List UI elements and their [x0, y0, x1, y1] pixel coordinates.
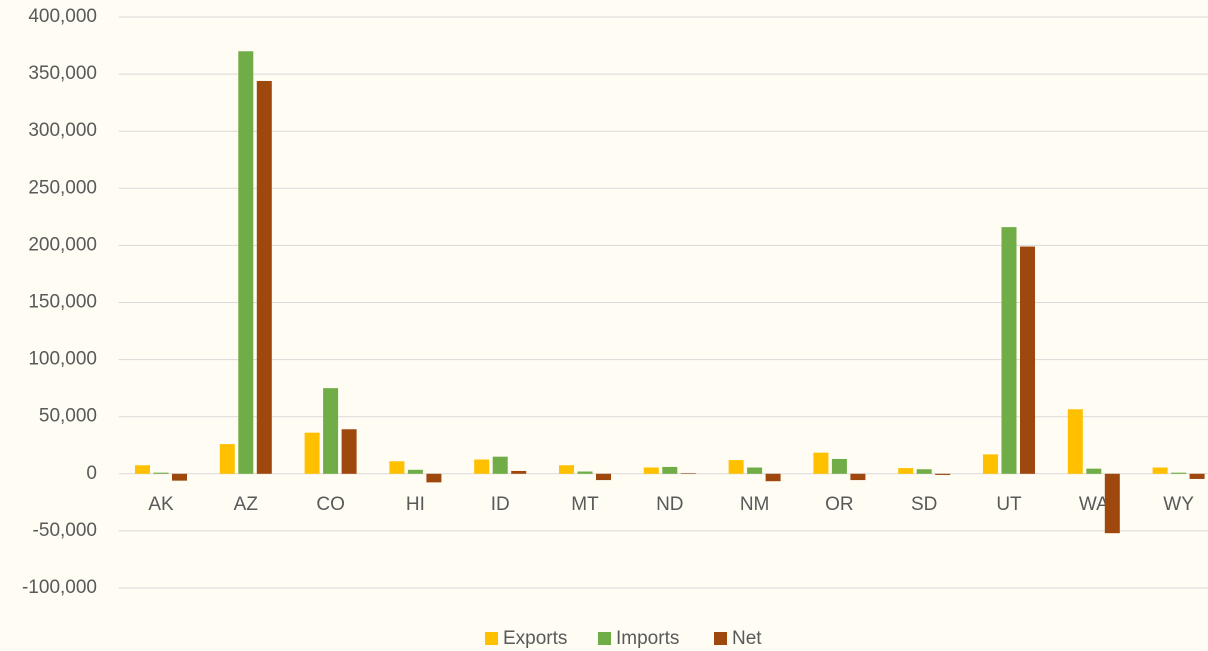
x-tick-label: OR: [825, 494, 854, 515]
bar: [559, 465, 574, 474]
x-tick-label: SD: [911, 494, 937, 515]
bar: [765, 473, 781, 482]
bar: [747, 467, 763, 474]
bar: [323, 388, 339, 474]
bar: [643, 467, 659, 474]
bar: [831, 458, 847, 474]
y-tick-label: 100,000: [28, 349, 97, 370]
bar: [492, 456, 508, 474]
bar: [983, 454, 998, 474]
y-tick-label: 250,000: [28, 177, 97, 198]
bar: [1189, 473, 1205, 479]
y-tick-label: 400,000: [28, 6, 97, 27]
x-tick-label: ID: [491, 494, 510, 515]
bar: [389, 461, 405, 474]
bar: [680, 473, 696, 474]
legend-swatch: [714, 632, 727, 645]
bar: [219, 444, 235, 474]
y-tick-label: 350,000: [28, 63, 97, 84]
bar: [813, 452, 829, 474]
bar: [172, 473, 187, 481]
x-tick-label: WA: [1079, 494, 1109, 515]
x-tick-label: NM: [740, 494, 770, 515]
bar: [511, 470, 527, 474]
bar: [1171, 472, 1187, 474]
legend-label: Imports: [616, 628, 679, 649]
legend-label: Net: [732, 628, 762, 649]
x-tick-label: HI: [406, 494, 425, 515]
legend-swatch: [598, 632, 611, 645]
y-tick-label: 50,000: [39, 406, 97, 427]
bar: [596, 473, 611, 481]
bar: [898, 468, 914, 474]
bar: [662, 466, 678, 474]
bar: [935, 473, 951, 475]
bar: [153, 472, 169, 474]
y-tick-label: 200,000: [28, 234, 97, 255]
bar: [916, 469, 932, 474]
bar: [474, 459, 490, 474]
legend-swatch: [485, 632, 498, 645]
bar: [1001, 227, 1017, 474]
x-tick-label: ND: [656, 494, 683, 515]
x-tick-label: MT: [571, 494, 599, 515]
bar: [1067, 409, 1083, 474]
bar: [577, 471, 593, 474]
bar: [850, 473, 866, 481]
bar: [1020, 246, 1035, 474]
bar: [341, 429, 357, 474]
x-tick-label: WY: [1163, 494, 1194, 515]
bar: [407, 469, 423, 474]
legend-label: Exports: [503, 628, 567, 649]
bar: [135, 465, 150, 474]
y-tick-label: 300,000: [28, 120, 97, 141]
bar: [426, 473, 442, 483]
bar: [728, 460, 744, 474]
x-tick-label: AZ: [234, 494, 259, 515]
x-tick-label: UT: [996, 494, 1022, 515]
bar: [238, 51, 254, 474]
bar: [1104, 473, 1120, 534]
y-tick-label: 0: [86, 463, 97, 484]
bar: [304, 432, 320, 474]
x-tick-label: AK: [148, 494, 174, 515]
y-tick-label: -50,000: [33, 520, 97, 541]
x-tick-label: CO: [316, 494, 345, 515]
bar: [1086, 468, 1102, 474]
bar: [256, 80, 272, 474]
y-tick-label: -100,000: [22, 577, 97, 598]
y-tick-label: 150,000: [28, 292, 97, 313]
bar: [1152, 467, 1168, 474]
